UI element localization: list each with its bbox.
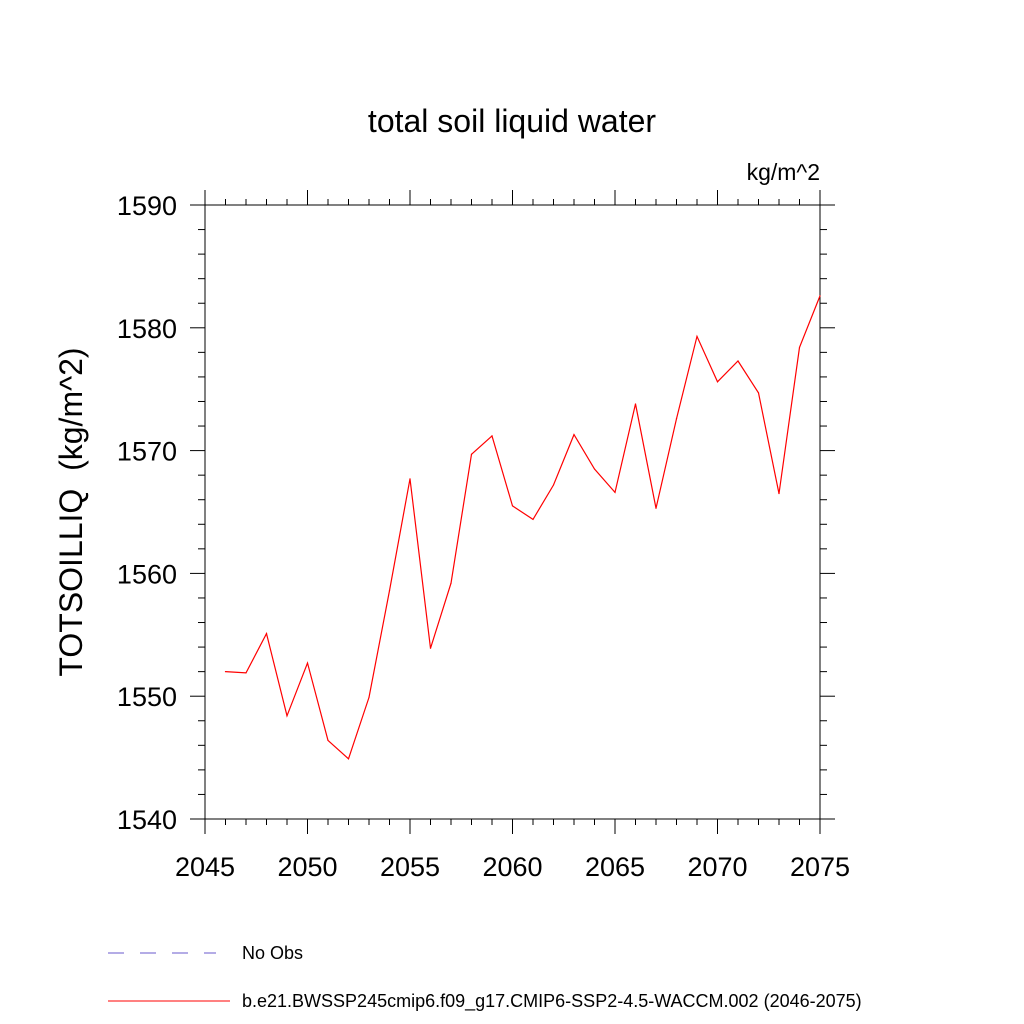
x-tick-label: 2065	[585, 852, 645, 882]
y-axis-label: TOTSOILLIQ (kg/m^2)	[53, 347, 89, 676]
legend-label-model-run: b.e21.BWSSP245cmip6.f09_g17.CMIP6-SSP2-4…	[242, 991, 862, 1012]
legend: No Obs b.e21.BWSSP245cmip6.f09_g17.CMIP6…	[108, 943, 862, 1012]
data-point	[245, 672, 247, 674]
data-point	[573, 434, 575, 436]
y-tick-label: 1590	[117, 191, 177, 221]
data-point	[511, 505, 514, 507]
data-point	[655, 507, 657, 509]
data-point	[306, 662, 309, 664]
data-point	[327, 739, 329, 742]
x-tick-label: 2060	[482, 852, 542, 882]
data-point	[593, 468, 596, 470]
data-point	[634, 403, 637, 405]
series-line-0	[225, 295, 821, 760]
data-point	[757, 392, 760, 394]
data-point	[819, 295, 821, 297]
chart-title: total soil liquid water	[368, 103, 656, 139]
data-point	[368, 696, 370, 699]
x-tick-label: 2075	[790, 852, 850, 882]
data-point	[388, 589, 391, 592]
data-point	[552, 484, 555, 486]
axis-tick-labels: 2045 2050 2055 2060 2065 2070 2075 1540 1550 1560…	[117, 191, 850, 882]
x-tick-label: 2045	[175, 852, 235, 882]
legend-label-no-obs: No Obs	[242, 943, 303, 963]
axis-ticks	[190, 190, 835, 834]
x-tick-label: 2070	[687, 852, 747, 882]
data-point	[347, 758, 350, 760]
y-tick-label: 1550	[117, 682, 177, 712]
data-point	[450, 582, 452, 584]
units-label: kg/m^2	[747, 159, 820, 185]
data-point	[224, 671, 227, 673]
data-point	[675, 418, 678, 420]
data-point	[286, 715, 288, 717]
y-tick-label: 1580	[117, 314, 177, 344]
data-point	[614, 491, 616, 493]
plot-area	[204, 204, 821, 820]
data-point	[265, 632, 268, 635]
data-point	[429, 647, 432, 649]
data-point	[798, 346, 801, 349]
data-point	[737, 360, 739, 362]
y-tick-label: 1570	[117, 437, 177, 467]
data-point	[532, 518, 534, 520]
y-tick-label: 1560	[117, 559, 177, 589]
series-layer	[224, 295, 821, 760]
x-tick-label: 2055	[380, 852, 440, 882]
y-tick-label: 1540	[117, 805, 177, 835]
data-point	[778, 492, 780, 495]
data-point	[696, 335, 698, 337]
data-point	[470, 453, 473, 455]
x-tick-label: 2050	[277, 852, 337, 882]
data-point	[716, 381, 719, 383]
data-point	[491, 435, 493, 437]
data-point	[409, 478, 411, 480]
